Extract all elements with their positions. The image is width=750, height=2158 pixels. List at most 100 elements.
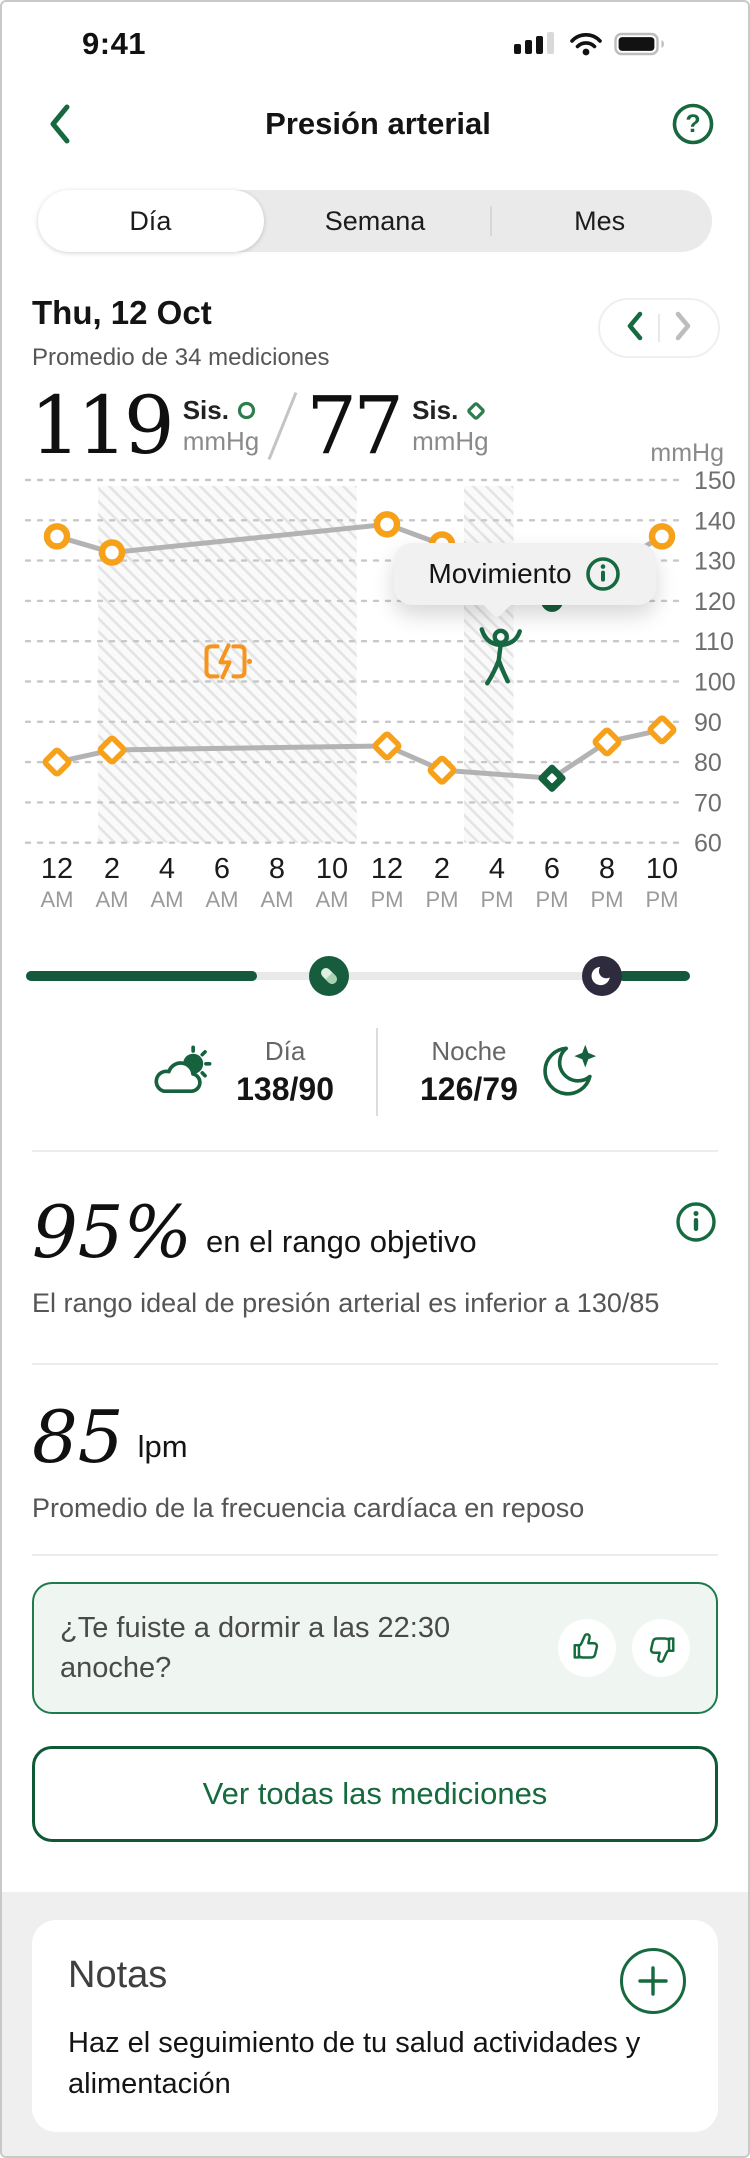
svg-text:70: 70 [694,789,722,817]
period-tabs: Día Semana Mes [38,190,712,252]
notes-body: Haz el seguimiento de tu salud actividad… [68,2027,641,2100]
target-range-percent: 95% [32,1190,193,1274]
systolic-value: 119 [30,379,175,472]
svg-text:2: 2 [104,853,120,885]
svg-text:4: 4 [159,853,175,885]
systolic-label: Sis. [182,395,229,425]
previous-day-button[interactable] [624,309,646,348]
night-label: Noche [431,1036,507,1066]
back-button[interactable] [46,102,86,146]
view-all-measurements-button[interactable]: Ver todas las mediciones [32,1746,718,1843]
svg-text:12: 12 [41,853,73,885]
circle-marker-icon [237,401,256,420]
tab-divider [490,206,492,236]
svg-text:140: 140 [694,507,736,535]
svg-text:60: 60 [694,830,722,858]
resting-hr-section: 85 lpm Promedio de la frecuencia cardíac… [32,1365,718,1524]
svg-text:PM: PM [426,887,459,912]
next-day-button[interactable] [672,309,694,348]
svg-text:150: 150 [694,470,736,495]
divider [32,1363,718,1365]
date-title: Thu, 12 Oct [32,294,212,331]
help-button[interactable]: ? [670,101,716,147]
info-icon[interactable] [584,555,622,593]
night-summary: Noche 126/79 [420,1036,518,1108]
tab-mes[interactable]: Mes [574,206,626,236]
header: Presión arterial ? [2,64,748,156]
svg-text:AM: AM [96,887,129,912]
charging-battery-icon [204,643,253,680]
svg-text:AM: AM [316,887,349,912]
thumbs-up-icon [573,1633,599,1659]
diastolic-value: 77 [306,379,404,472]
plus-icon [638,1966,668,1996]
svg-text:AM: AM [261,887,294,912]
svg-text:2: 2 [434,853,450,885]
date-row: Thu, 12 Oct Promedio de 34 mediciones [32,294,720,372]
night-value: 126/79 [420,1071,518,1107]
svg-text:AM: AM [151,887,184,912]
add-note-button[interactable] [620,1948,686,2014]
target-range-subtitle: El rango ideal de presión arterial es in… [32,1288,660,1318]
svg-text:6: 6 [214,853,230,885]
movement-tooltip-label: Movimiento [428,557,572,589]
resting-hr-unit: lpm [137,1429,188,1464]
svg-text:PM: PM [481,887,514,912]
wifi-icon [570,33,602,56]
svg-text:AM: AM [206,887,239,912]
slider-active-left [26,971,257,981]
sun-cloud-icon [154,1045,212,1094]
svg-text:PM: PM [591,887,624,912]
target-range-title: en el rango objetivo [206,1224,477,1259]
tab-semana[interactable]: Semana [324,206,426,236]
thumbs-up-button[interactable] [558,1619,616,1678]
target-range-section: 95% en el rango objetivo El rango ideal … [32,1152,718,1319]
movement-person-icon [479,627,522,686]
notes-card: Notas Haz el seguimiento de tu salud act… [32,1920,718,2132]
summary-divider [376,1028,378,1116]
day-night-summary: Día 138/90 Noche 126/79 [2,1022,748,1122]
day-summary: Día 138/90 [236,1036,334,1108]
battery-icon [614,32,664,56]
target-range-info-button[interactable] [674,1200,718,1249]
svg-text:AM: AM [41,887,74,912]
svg-text:90: 90 [694,709,722,737]
svg-text:PM: PM [371,887,404,912]
slider-active-right [618,971,690,981]
svg-text:6: 6 [544,853,560,885]
svg-text:80: 80 [694,749,722,777]
sleep-prompt-card: ¿Te fuiste a dormir a las 22:30 anoche? [32,1582,718,1715]
svg-text:120: 120 [694,588,736,616]
thumbs-down-button[interactable] [632,1619,690,1678]
chart-gridlines: 150 140 130 120 110 100 90 80 70 60 [24,470,736,858]
page-title: Presión arterial [265,106,491,141]
help-icon: ? [672,103,714,145]
day-label: Día [264,1036,306,1066]
day-handle[interactable] [309,956,349,996]
night-handle[interactable] [582,956,622,996]
info-icon [676,1202,716,1242]
feedback-buttons [558,1619,690,1678]
moon-icon [591,966,610,986]
chevron-right-icon [675,311,691,340]
thumbs-down-icon [649,1637,675,1663]
slider-track[interactable] [26,972,690,980]
tab-dia[interactable]: Día [129,206,172,236]
moon-star-icon [543,1044,597,1096]
svg-text:12: 12 [371,853,403,885]
systolic-label-block: Sis. mmHg [183,395,260,457]
average-readings: 119 Sis. mmHg 77 Sis. mmHg mmHg [30,382,724,470]
chevron-left-icon [627,311,643,340]
diastolic-unit: mmHg [412,426,489,456]
svg-text:100: 100 [694,669,736,697]
resting-hr-subtitle: Promedio de la frecuencia cardíaca en re… [32,1493,585,1523]
chart-axis-unit: mmHg [650,439,724,467]
status-time: 9:41 [82,26,147,61]
svg-text:110: 110 [694,628,734,656]
bp-chart-area: 150 140 130 120 110 100 90 80 70 60 12 AM 2 AM 4 AM 6 AM… [2,470,748,920]
chevron-left-icon [50,104,70,144]
day-night-slider [2,954,748,998]
svg-text:8: 8 [599,853,615,885]
